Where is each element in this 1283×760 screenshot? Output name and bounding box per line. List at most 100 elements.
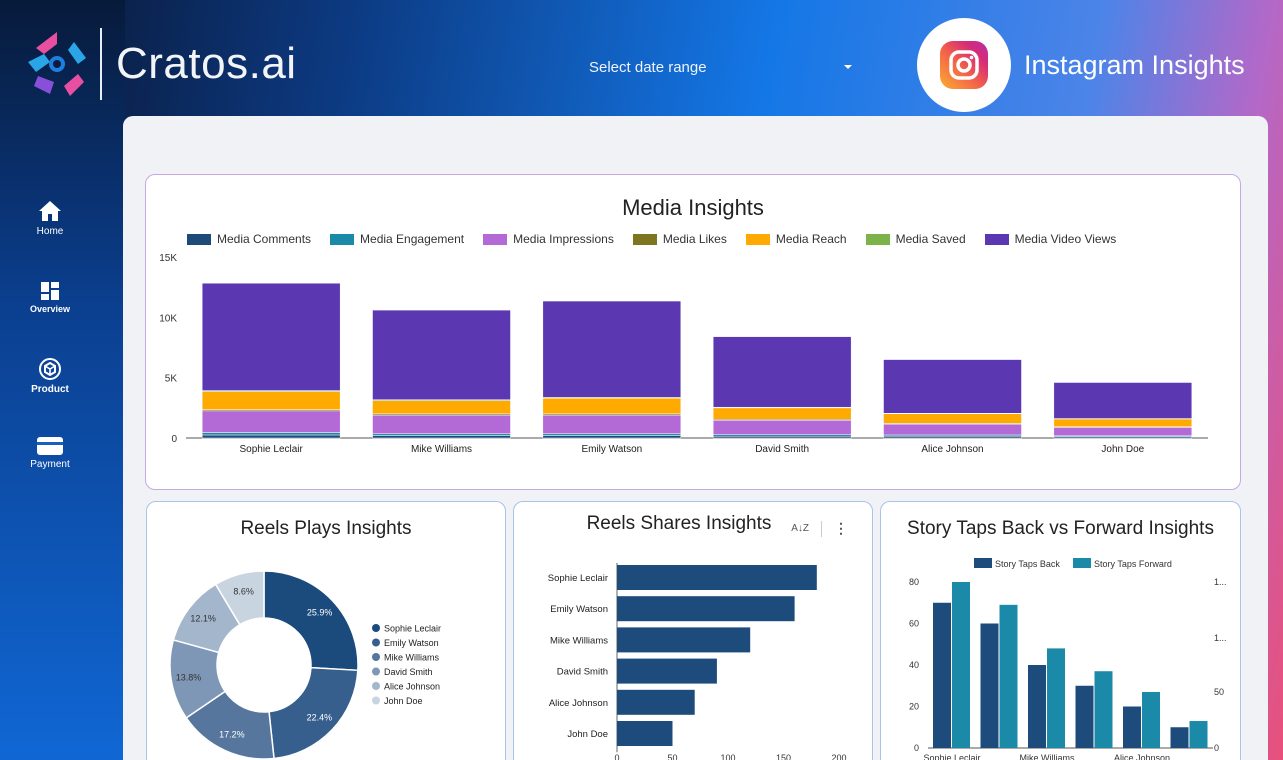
story-taps-chart: Story Taps Back Story Taps Forward 0 20 40 60…: [909, 558, 1227, 760]
bar: [999, 604, 1018, 748]
pie-slice: [263, 570, 359, 672]
legend-swatch: [372, 624, 380, 632]
pie-slice: [214, 570, 265, 626]
legend-label: Alice Johnson: [384, 682, 440, 692]
bar-segment: [372, 435, 511, 439]
sidebar-item-home[interactable]: Home: [0, 199, 100, 237]
y-tick-label: 15K: [159, 253, 177, 264]
y-tick-label: Sophie Leclair: [548, 573, 608, 584]
card-icon: [37, 437, 63, 455]
bar: [980, 623, 999, 748]
y2-tick-label: 1...: [1214, 577, 1227, 587]
bar-segment: [542, 435, 682, 439]
legend-swatch: [745, 233, 770, 245]
sidebar-item-overview[interactable]: Overview: [0, 281, 100, 314]
slice-value-label: 13.8%: [176, 672, 202, 682]
bar: [617, 689, 695, 715]
reels-shares-chart: Sophie Leclair Emily Watson Mike Williams D…: [548, 563, 847, 760]
legend-label: Emily Watson: [384, 638, 439, 648]
bar: [1028, 665, 1046, 748]
y2-tick-label: 1...: [1214, 633, 1227, 643]
x-tick-label: 50: [667, 753, 677, 760]
bar: [1170, 727, 1189, 748]
bar-segment: [372, 309, 511, 400]
legend-label: Media Impressions: [513, 232, 614, 246]
date-range-label: Select date range: [589, 58, 707, 76]
legend-item[interactable]: Media Likes: [632, 232, 727, 246]
slice-value-label: 22.4%: [307, 713, 333, 723]
legend-swatch: [632, 233, 657, 245]
caret-down-icon: [844, 65, 852, 69]
toolbar-divider: [821, 520, 822, 537]
dashboard-icon: [41, 282, 59, 300]
brand-logo[interactable]: Cratos.ai: [24, 28, 297, 100]
x-tick-label: Alice Johnson: [921, 444, 983, 455]
bar: [617, 658, 717, 684]
y-tick-label: Alice Johnson: [549, 698, 608, 709]
y-tick-label: 40: [909, 660, 919, 670]
bar-segment: [883, 435, 1022, 439]
slice-value-label: 17.2%: [219, 729, 245, 739]
y-tick-label: 60: [909, 619, 919, 629]
legend-item[interactable]: Media Video Views: [984, 232, 1117, 246]
sidebar-item-label: Home: [36, 226, 64, 237]
x-tick-label: 150: [776, 753, 791, 760]
legend-label: Mike Williams: [384, 653, 439, 663]
x-tick-label: Sophie Leclair: [239, 444, 303, 455]
reels-plays-chart: 25.9% 22.4% 17.2% 13.8% 12.1% 8.6% Sophie Lecl…: [169, 570, 441, 760]
legend-swatch: [372, 667, 380, 676]
bar-segment: [201, 282, 341, 391]
y2-tick-label: 0: [1214, 743, 1219, 753]
y-tick-label: 80: [909, 577, 919, 587]
date-range-select[interactable]: Select date range: [589, 56, 857, 78]
sidebar-item-label: Payment: [30, 459, 70, 470]
legend-swatch: [974, 558, 992, 568]
y-tick-label: 10K: [159, 313, 177, 324]
legend-item[interactable]: Media Comments: [187, 232, 311, 246]
bar-segment: [201, 410, 341, 433]
sidebar-item-label: Product: [31, 384, 69, 395]
legend-item[interactable]: Media Reach: [745, 232, 847, 246]
bar-segment: [712, 420, 852, 435]
x-tick-label: John Doe: [1101, 444, 1144, 455]
y-tick-label: 0: [171, 434, 177, 445]
y-tick-label: Emily Watson: [550, 604, 608, 615]
bar-segment: [1053, 382, 1193, 419]
bar-segment: [372, 414, 511, 435]
legend-label: Media Video Views: [1014, 232, 1117, 246]
legend-label: Media Reach: [775, 232, 847, 246]
bar: [617, 627, 751, 653]
bar: [1047, 648, 1065, 748]
x-tick-label: Mike Williams: [411, 444, 472, 455]
y-tick-label: John Doe: [567, 729, 608, 740]
y-tick-label: 0: [914, 743, 919, 753]
legend-label: Media Likes: [662, 232, 727, 246]
media-insights-card: Media Insights Media Comments Media Engag…: [145, 174, 1241, 490]
legend-swatch: [372, 696, 380, 705]
y-tick-label: 5K: [165, 374, 178, 385]
slice-value-label: 12.1%: [190, 614, 216, 624]
bar: [1094, 671, 1113, 748]
logo-divider: [100, 28, 102, 100]
chart-toolbar: A↓Z ⋮: [791, 520, 848, 537]
bar: [1075, 685, 1094, 748]
sidebar-item-payment[interactable]: Payment: [0, 436, 100, 470]
sort-icon[interactable]: A↓Z: [791, 523, 809, 534]
bar-segment: [1053, 427, 1193, 437]
y-tick-label: 20: [909, 702, 919, 712]
bar-segment: [1053, 418, 1193, 428]
y-tick-label: Mike Williams: [550, 635, 608, 646]
more-vert-icon[interactable]: ⋮: [834, 520, 848, 536]
legend-item[interactable]: Media Saved: [865, 232, 966, 246]
legend-label: Sophie Leclair: [384, 624, 441, 634]
bar-segment: [712, 435, 852, 439]
x-tick-label: David Smith: [755, 444, 809, 455]
legend-swatch: [865, 233, 890, 245]
legend-swatch: [984, 233, 1009, 245]
legend-item[interactable]: Media Impressions: [483, 232, 614, 246]
bar-segment: [542, 300, 682, 398]
sidebar-item-product[interactable]: Product: [0, 357, 100, 395]
legend-item[interactable]: Media Engagement: [330, 232, 464, 246]
slice-value-label: 25.9%: [307, 607, 333, 617]
x-tick-label: Mike Williams: [1020, 753, 1075, 760]
